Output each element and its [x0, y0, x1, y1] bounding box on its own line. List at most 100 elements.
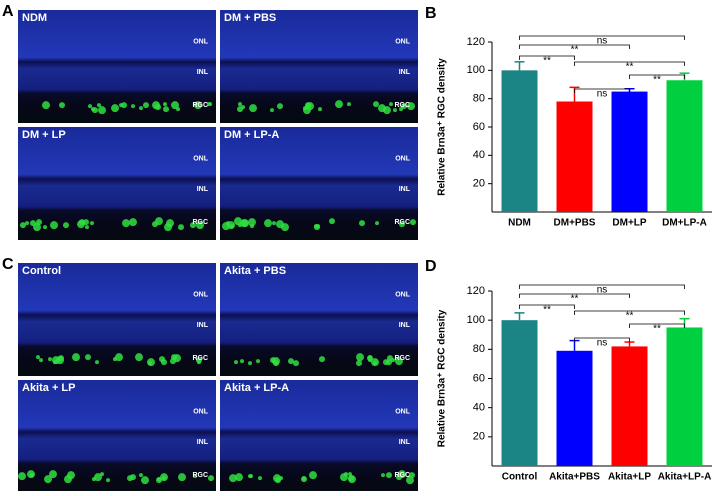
rgc-cell [309, 471, 317, 480]
rgc-cell [273, 474, 281, 483]
rgc-cell [42, 101, 50, 110]
tile-label: NDM [22, 12, 47, 24]
rgc-cell [18, 472, 26, 481]
rgc-cell [43, 225, 47, 230]
rgc-cell [410, 219, 416, 226]
tile-label: DM + LP-A [224, 129, 279, 141]
rgc-cell [92, 107, 98, 114]
rgc-cell [173, 354, 181, 363]
rgc-cell [227, 221, 235, 230]
layer-label: ONL [193, 155, 209, 162]
rgc-cell [256, 359, 260, 364]
significance-bracket [574, 61, 685, 66]
x-tick-label: Akita+LP-A [658, 472, 712, 483]
rgc-cell [25, 221, 29, 226]
rgc-cell [139, 473, 143, 478]
rgc-cell [329, 218, 335, 225]
rgc-cell [48, 357, 52, 362]
rgc-cell [196, 357, 202, 364]
rgc-cell [277, 103, 283, 110]
significance-bracket [519, 284, 685, 289]
micrograph [220, 380, 418, 493]
rgc-cell [399, 221, 405, 228]
rgc-cell [171, 101, 179, 110]
layer-label: ONL [193, 291, 209, 298]
rgc-cell [373, 361, 377, 366]
y-tick-label: 100 [467, 64, 485, 76]
rgc-cell [152, 101, 160, 110]
rgc-cell [249, 474, 253, 479]
significance-bracket [519, 304, 575, 309]
significance-label: ns [597, 285, 608, 296]
rgc-cell [303, 106, 311, 115]
rgc-cell [119, 103, 123, 108]
layer-label: INL [399, 439, 411, 446]
layer-label: INL [399, 186, 411, 193]
y-tick-label: 60 [473, 372, 485, 384]
rgc-cell [240, 359, 244, 364]
significance-label: ** [543, 56, 551, 67]
rgc-cell [386, 472, 392, 479]
rgc-cell [318, 107, 322, 112]
rgc-cell [49, 470, 57, 479]
micrograph [18, 10, 216, 123]
rgc-cell [113, 357, 117, 362]
rgc-cell [121, 102, 127, 109]
rgc-cell [39, 358, 43, 363]
rgc-cell [166, 219, 174, 228]
rgc-cell [30, 220, 36, 227]
layer-label: ONL [395, 155, 411, 162]
layer-label: RGC [192, 219, 208, 226]
significance-bracket [629, 74, 685, 79]
rgc-cell [249, 104, 257, 113]
rgc-cell [356, 353, 364, 362]
rgc-cell [148, 361, 152, 366]
rgc-cell [207, 102, 211, 107]
x-tick-label: DM+LP [612, 218, 647, 229]
rgc-cell [98, 106, 106, 115]
rgc-cell [178, 224, 184, 231]
tile-label: DM + PBS [224, 12, 276, 24]
rgc-cell [196, 221, 204, 230]
layer-label: ONL [193, 408, 209, 415]
panel-letter: C [2, 256, 14, 273]
rgc-cell [193, 474, 197, 479]
rgc-cell [85, 354, 91, 361]
tile-label: Akita + LP [22, 382, 76, 394]
rgc-cell [64, 475, 72, 484]
rgc-cell [178, 473, 186, 482]
layer-label: RGC [192, 102, 208, 109]
rgc-cell [301, 476, 307, 483]
layer-label: RGC [192, 472, 208, 479]
rgc-cell [95, 360, 99, 365]
rgc-cell [27, 470, 35, 479]
rgc-cell [375, 221, 379, 226]
bar [611, 91, 648, 212]
rgc-cell [97, 103, 101, 108]
tile-label: Akita + PBS [224, 265, 286, 277]
rgc-cell [383, 359, 389, 366]
tile-label: DM + LP [22, 129, 66, 141]
rgc-cell [367, 355, 373, 362]
rgc-cell [235, 473, 243, 482]
rgc-cell [160, 473, 168, 482]
layer-label: INL [197, 322, 209, 329]
rgc-cell [127, 475, 133, 482]
significance-label: ns [597, 338, 608, 349]
significance-label: ns [597, 36, 608, 47]
y-tick-label: 80 [473, 93, 485, 105]
rgc-cell [194, 101, 202, 110]
significance-label: ** [626, 62, 634, 73]
rgc-cell [238, 102, 242, 107]
x-tick-label: NDM [508, 218, 531, 229]
rgc-cell [163, 102, 167, 107]
rgc-cell [163, 106, 169, 113]
micrograph [18, 380, 216, 493]
rgc-cell [348, 475, 354, 482]
rgc-cell [58, 355, 64, 362]
rgc-cell [90, 221, 94, 226]
bar [666, 327, 703, 466]
rgc-cell [143, 102, 149, 109]
y-tick-label: 100 [467, 314, 485, 326]
rgc-cell [157, 477, 161, 482]
